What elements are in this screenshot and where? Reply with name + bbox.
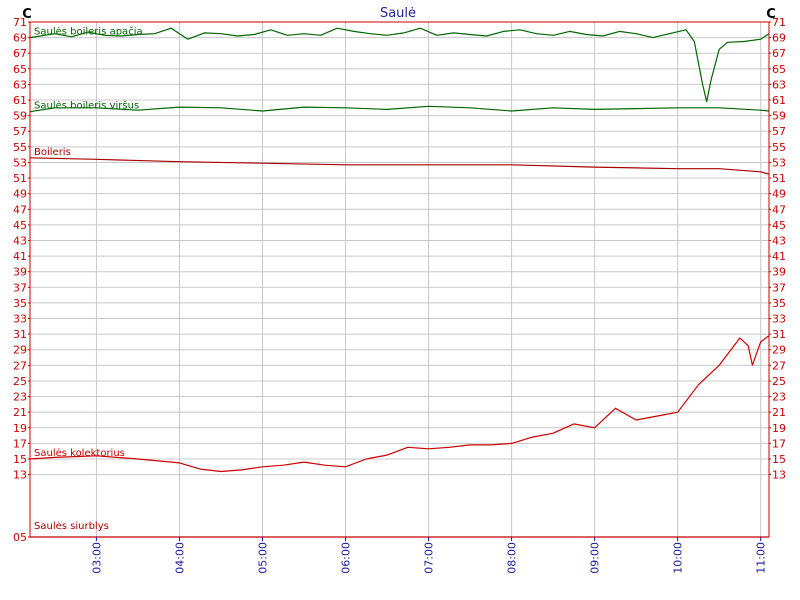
y-tick-label-left: 15 <box>13 453 27 466</box>
y-tick-label-right: 19 <box>772 422 786 435</box>
y-tick-label-left: 69 <box>13 32 27 45</box>
chart-title: Saulė <box>380 6 416 21</box>
series-line-2 <box>29 157 770 175</box>
y-tick-label-left: 49 <box>13 188 27 201</box>
y-tick-label-right: 37 <box>772 281 786 294</box>
x-tick-label: 10:00 <box>672 542 685 574</box>
y-tick-label-left: 29 <box>13 344 27 357</box>
x-tick-label: 07:00 <box>423 542 436 574</box>
y-tick-label-left: 35 <box>13 297 27 310</box>
x-tick-label: 04:00 <box>173 542 186 574</box>
series-line-3 <box>29 335 770 473</box>
y-tick-label-right: 53 <box>772 156 786 169</box>
y-tick-label-left: 19 <box>13 422 27 435</box>
x-tick-label: 06:00 <box>340 542 353 574</box>
y-tick-label-right: 65 <box>772 63 786 76</box>
y-tick-label-left: 13 <box>13 469 27 482</box>
y-tick-label-right: 57 <box>772 125 786 138</box>
y-axis-left: 71 69 67 65 63 61 59 57 55 53 51 49 47 45 43 41 39 37 35 33… <box>13 16 30 544</box>
x-tick-label: 09:00 <box>589 542 602 574</box>
y-tick-label-left: 55 <box>13 141 27 154</box>
series-label-4: Saulės siurblys <box>34 521 109 532</box>
y-tick-label-left: 51 <box>13 172 27 185</box>
y-tick-label-right: 17 <box>772 437 786 450</box>
y-tick-label-left: 65 <box>13 63 27 76</box>
y-tick-label-right: 51 <box>772 172 786 185</box>
y-tick-label-right: 31 <box>772 328 786 341</box>
series-label-1: Saulės boileris viršus <box>34 100 139 112</box>
y-tick-label-left: 63 <box>13 78 27 91</box>
y-tick-label-left: 45 <box>13 219 27 232</box>
y-tick-label-left: 39 <box>13 266 27 279</box>
series-line-1 <box>29 105 770 113</box>
y-unit-left: C <box>22 7 32 22</box>
x-axis: 03:00 04:00 05:00 06:00 07:00 08:00 09:00 10:00… <box>90 537 768 574</box>
y-tick-label-right: 23 <box>772 391 786 404</box>
series-line-0 <box>29 27 770 103</box>
y-tick-label-right: 45 <box>772 219 786 232</box>
y-tick-label-right: 15 <box>772 453 786 466</box>
y-tick-label-right: 71 <box>772 16 786 29</box>
y-tick-label-left: 23 <box>13 391 27 404</box>
series-label-3: Saulės kolektorius <box>34 448 125 459</box>
y-tick-label-right: 39 <box>772 266 786 279</box>
y-tick-label-right: 29 <box>772 344 786 357</box>
plot-frame <box>29 21 770 538</box>
y-tick-label-right: 63 <box>772 78 786 91</box>
x-tick-label: 03:00 <box>90 542 103 574</box>
x-tick-label: 08:00 <box>506 542 519 574</box>
y-tick-label-left: 41 <box>13 250 27 263</box>
y-tick-label-left: 53 <box>13 156 27 169</box>
y-tick-label-left: 37 <box>13 281 27 294</box>
y-tick-label-right: 25 <box>772 375 786 388</box>
y-tick-label-right: 27 <box>772 359 786 372</box>
y-tick-label-right: 69 <box>772 32 786 45</box>
y-tick-label-left: 47 <box>13 203 27 216</box>
series-label-2: Boileris <box>34 147 71 158</box>
y-tick-label-right: 49 <box>772 188 786 201</box>
x-tick-label: 11:00 <box>755 542 768 574</box>
y-tick-label-left: 43 <box>13 234 27 247</box>
y-unit-right: C <box>766 7 776 22</box>
y-tick-label-right: 35 <box>772 297 786 310</box>
y-tick-label-right: 67 <box>772 47 786 60</box>
y-tick-label-left: 67 <box>13 47 27 60</box>
y-tick-label-right: 59 <box>772 110 786 123</box>
y-tick-label-right: 55 <box>772 141 786 154</box>
y-tick-label-left: 61 <box>13 94 27 107</box>
x-tick-label: 05:00 <box>256 542 269 574</box>
y-tick-label-left: 27 <box>13 359 27 372</box>
y-axis-right: 71 69 67 65 63 61 59 57 55 53 51 49 47 45 43 41 39 37 35 33… <box>769 16 786 482</box>
y-tick-label-left: 71 <box>13 16 27 29</box>
y-tick-label-right: 61 <box>772 94 786 107</box>
y-tick-label-left: 17 <box>13 437 27 450</box>
y-tick-label-left: 57 <box>13 125 27 138</box>
y-tick-label-left: 25 <box>13 375 27 388</box>
y-tick-label-left: 21 <box>13 406 27 419</box>
y-tick-label-right: 41 <box>772 250 786 263</box>
y-tick-label-right: 47 <box>772 203 786 216</box>
series-label-0: Saulės boileris apačia <box>34 26 143 38</box>
y-tick-label-right: 43 <box>772 234 786 247</box>
y-tick-label-right: 21 <box>772 406 786 419</box>
y-tick-label-left: 33 <box>13 313 27 326</box>
y-tick-label-left: 05 <box>13 531 27 544</box>
y-tick-label-right: 33 <box>772 313 786 326</box>
grid <box>30 21 769 537</box>
series-labels: Saulės boileris apačia Saulės boileris vi… <box>34 26 143 532</box>
y-tick-label-left: 31 <box>13 328 27 341</box>
y-tick-label-right: 13 <box>772 469 786 482</box>
y-tick-label-left: 59 <box>13 110 27 123</box>
